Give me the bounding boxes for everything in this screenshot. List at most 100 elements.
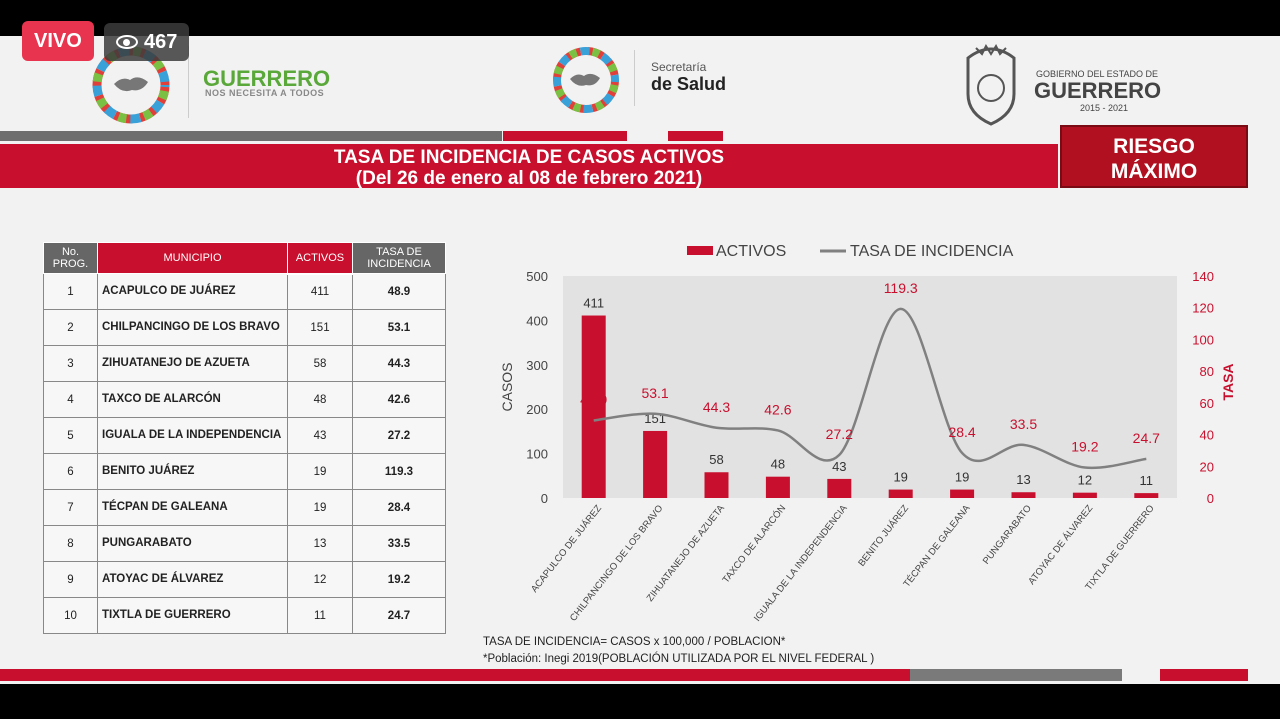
y2-tick-label: 40 <box>1200 428 1214 443</box>
y2-tick-label: 20 <box>1200 459 1214 474</box>
row-activos: 48 <box>287 381 353 418</box>
y-axis-title: CASOS <box>499 362 515 411</box>
col-header-tasa: TASA DE INCIDENCIA <box>352 242 446 274</box>
line-value-label: 53.1 <box>641 385 668 401</box>
x-tick-label: ACAPULCO DE JUÁREZ <box>529 503 604 595</box>
y2-tick-label: 60 <box>1200 396 1214 411</box>
presentation-slide: GUERRERO NOS NECESITA A TODOS Secretaría… <box>0 36 1280 684</box>
bottom-bar-red-right <box>1160 669 1248 681</box>
salud-line2: de Salud <box>651 74 727 94</box>
row-municipio: CHILPANCINGO DE LOS BRAVO <box>97 309 288 346</box>
cases-chart: 0 100 200 300 400 500 0 20 40 60 80 100 120 140 CASOS T… <box>499 243 1236 624</box>
col-header-municipio: MUNICIPIO <box>97 242 288 274</box>
row-activos: 58 <box>287 345 353 382</box>
line-value-label: 27.2 <box>826 426 853 442</box>
bar-activos <box>1134 493 1159 498</box>
bar-activos <box>827 478 852 498</box>
row-number: 2 <box>43 309 98 346</box>
y2-tick-label: 80 <box>1200 364 1214 379</box>
row-activos: 11 <box>287 597 353 634</box>
x-tick-label: PUNGARABATO <box>981 503 1034 566</box>
y2-tick-label: 100 <box>1192 332 1214 347</box>
x-tick-label: BENITO JUÁREZ <box>856 503 911 569</box>
row-tasa: 48.9 <box>352 273 446 310</box>
row-tasa: 33.5 <box>352 525 446 562</box>
guerrero-brand: GUERRERO <box>203 66 331 91</box>
top-bar-red <box>503 131 627 141</box>
line-value-label: 48.9 <box>580 391 607 407</box>
row-municipio: ACAPULCO DE JUÁREZ <box>97 273 288 310</box>
tasa-line <box>593 307 1147 470</box>
row-municipio: TIXTLA DE GUERRERO <box>97 597 288 634</box>
x-tick-label: TAXCO DE ALARCÓN <box>721 503 789 585</box>
header-divider <box>188 46 189 118</box>
row-tasa: 19.2 <box>352 561 446 598</box>
row-activos: 19 <box>287 489 353 526</box>
table-row: 2 CHILPANCINGO DE LOS BRAVO 151 53.1 <box>43 309 446 346</box>
y-tick-label: 300 <box>526 358 548 373</box>
bar-activos <box>1011 492 1036 498</box>
bar-activos <box>888 489 913 498</box>
row-number: 10 <box>43 597 98 634</box>
x-tick-label: ATOYAC DE ÁLVAREZ <box>1026 503 1095 587</box>
row-municipio: ATOYAC DE ÁLVAREZ <box>97 561 288 598</box>
viewer-count: 467 <box>144 30 178 53</box>
salud-divider <box>634 50 635 106</box>
top-bar-gray <box>0 131 502 141</box>
y2-tick-label: 140 <box>1192 269 1214 284</box>
table-row: 4 TAXCO DE ALARCÓN 48 42.6 <box>43 381 446 418</box>
gobierno-line2: GUERRERO <box>1034 78 1162 103</box>
y2-axis-title: TASA <box>1220 363 1236 400</box>
salud-emblem-icon <box>553 47 619 113</box>
row-number: 4 <box>43 381 98 418</box>
row-activos: 43 <box>287 417 353 454</box>
line-value-label: 19.2 <box>1071 439 1098 455</box>
guerrero-slogan: NOS NECESITA A TODOS <box>205 88 325 98</box>
y2-tick-label: 0 <box>1207 491 1214 506</box>
row-tasa: 24.7 <box>352 597 446 634</box>
row-activos: 411 <box>287 273 353 310</box>
row-municipio: TÉCPAN DE GALEANA <box>97 489 288 526</box>
line-value-label: 24.7 <box>1133 430 1160 446</box>
row-number: 5 <box>43 417 98 454</box>
row-municipio: PUNGARABATO <box>97 525 288 562</box>
row-municipio: ZIHUATANEJO DE AZUETA <box>97 345 288 382</box>
bar-value-label: 19 <box>955 470 969 485</box>
bar-activos <box>704 472 729 498</box>
table-row: 9 ATOYAC DE ÁLVAREZ 12 19.2 <box>43 561 446 598</box>
line-value-label: 44.3 <box>703 399 730 415</box>
table-row: 1 ACAPULCO DE JUÁREZ 411 48.9 <box>43 273 446 310</box>
table-row: 8 PUNGARABATO 13 33.5 <box>43 525 446 562</box>
bar-activos <box>643 430 668 498</box>
risk-line1: RIESGO <box>1113 135 1195 158</box>
gobierno-line1: GOBIERNO DEL ESTADO DE <box>1036 69 1159 79</box>
x-tick-label: TÉCPAN DE GALEANA <box>901 503 972 590</box>
risk-line2: MÁXIMO <box>1110 160 1198 183</box>
row-municipio: TAXCO DE ALARCÓN <box>97 381 288 418</box>
y-tick-label: 200 <box>526 402 548 417</box>
y2-tick-label: 120 <box>1192 301 1214 316</box>
table-row: 6 BENITO JUÁREZ 19 119.3 <box>43 453 446 490</box>
y-tick-label: 100 <box>526 447 548 462</box>
row-number: 1 <box>43 273 98 310</box>
bar-value-label: 58 <box>709 452 723 467</box>
row-tasa: 42.6 <box>352 381 446 418</box>
row-tasa: 53.1 <box>352 309 446 346</box>
bar-value-label: 13 <box>1016 472 1030 487</box>
bar-value-label: 19 <box>893 470 907 485</box>
row-activos: 151 <box>287 309 353 346</box>
note-formula: TASA DE INCIDENCIA= CASOS x 100,000 / PO… <box>483 636 786 648</box>
line-value-label: 119.3 <box>884 280 918 296</box>
y-tick-label: 400 <box>526 313 548 328</box>
row-activos: 13 <box>287 525 353 562</box>
bottom-bar-gray <box>910 669 1122 681</box>
row-tasa: 27.2 <box>352 417 446 454</box>
table-row: 3 ZIHUATANEJO DE AZUETA 58 44.3 <box>43 345 446 382</box>
title-dates: (Del 26 de enero al 08 de febrero 2021) <box>355 168 703 189</box>
col-header-activos: ACTIVOS <box>287 242 353 275</box>
bar-value-label: 48 <box>771 457 785 472</box>
title-banner: TASA DE INCIDENCIA DE CASOS ACTIVOS (Del… <box>0 144 1058 189</box>
bar-value-label: 12 <box>1078 473 1092 488</box>
row-number: 9 <box>43 561 98 598</box>
bar-value-label: 43 <box>832 459 846 474</box>
